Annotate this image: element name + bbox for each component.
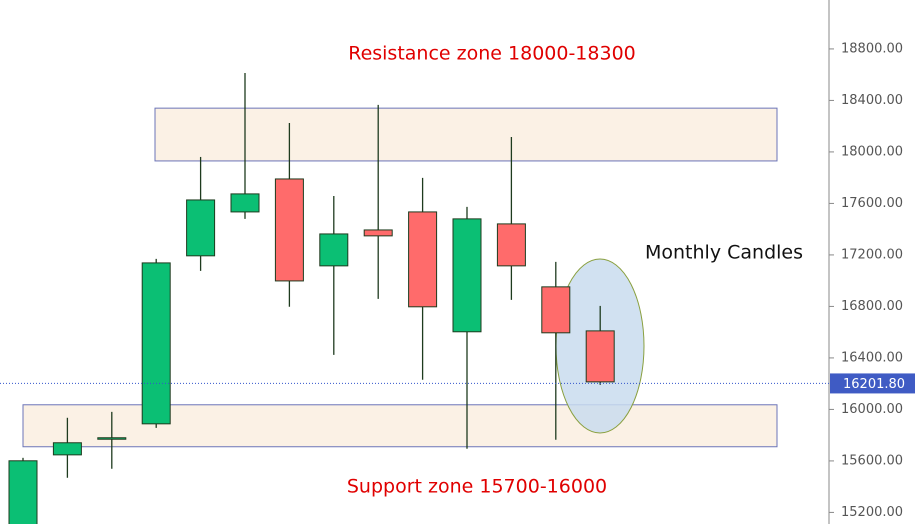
- zones: [22, 107, 778, 448]
- candle-body: [408, 211, 438, 308]
- candle-body: [52, 442, 82, 456]
- candle-body: [585, 330, 615, 383]
- y-tick-label: 18800.00: [841, 41, 903, 56]
- y-tick-label: 15600.00: [841, 453, 903, 468]
- y-tick-label: 16400.00: [841, 350, 903, 365]
- zone-box: [154, 107, 778, 162]
- candle-body: [319, 233, 349, 267]
- y-tick-label: 18400.00: [841, 93, 903, 108]
- zone-box: [22, 404, 778, 448]
- resistance-label: Resistance zone 18000-18300: [348, 43, 636, 65]
- y-tick-label: 17200.00: [841, 247, 903, 262]
- support-label: Support zone 15700-16000: [347, 476, 607, 498]
- candle-body: [97, 437, 127, 440]
- y-tick-label: 16000.00: [841, 402, 903, 417]
- candle-body: [363, 229, 393, 237]
- candle-body: [496, 223, 526, 267]
- price-label: 16201.80: [843, 377, 905, 392]
- annotation: Monthly Candles: [645, 242, 803, 264]
- candle-body: [452, 218, 482, 333]
- y-tick-label: 16800.00: [841, 299, 903, 314]
- y-tick-label: 17600.00: [841, 196, 903, 211]
- candle-body: [141, 262, 171, 425]
- candle-body: [8, 460, 38, 524]
- candle-body: [230, 193, 260, 213]
- candles: [8, 72, 615, 524]
- y-tick-label: 18000.00: [841, 144, 903, 159]
- candle-body: [186, 199, 216, 257]
- y-tick-label: 15200.00: [841, 505, 903, 520]
- price-tag: [830, 373, 915, 394]
- candle-body: [274, 178, 304, 282]
- candle-body: [541, 286, 571, 334]
